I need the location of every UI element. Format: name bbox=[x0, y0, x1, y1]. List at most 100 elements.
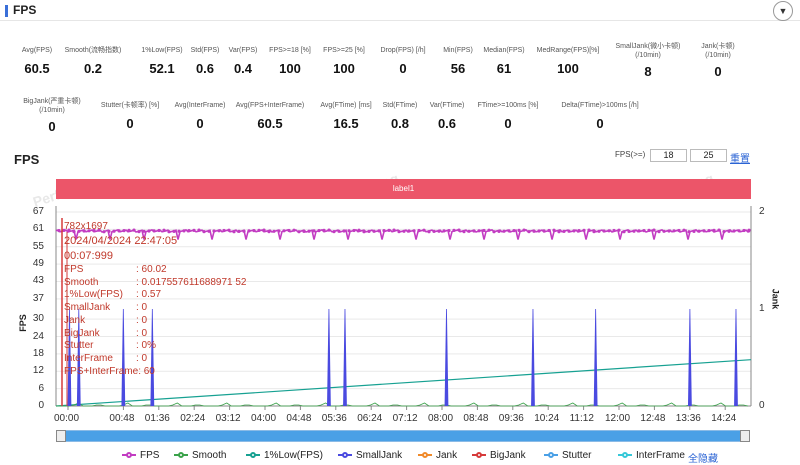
legend-label: Stutter bbox=[562, 450, 592, 461]
fps-point bbox=[547, 228, 551, 233]
tooltip-key: BigJank bbox=[64, 327, 100, 339]
chart-title: FPS bbox=[14, 152, 40, 167]
fps-point bbox=[237, 229, 241, 233]
metric-label: Stutter(卡顿率) [%] bbox=[100, 102, 160, 109]
threshold-label: FPS(>=) bbox=[615, 150, 646, 159]
fps-point bbox=[697, 229, 701, 233]
x-tick-label: 08:00 bbox=[428, 413, 454, 424]
scroll-handle-left[interactable] bbox=[56, 430, 66, 442]
smalljank-spike bbox=[343, 308, 347, 407]
legend-marker-icon bbox=[472, 451, 486, 459]
metric-value: 56 bbox=[450, 61, 466, 76]
metric-value: 0 bbox=[596, 116, 604, 131]
legend-item-smalljank[interactable]: SmallJank bbox=[338, 450, 402, 461]
metric-r2-6: Var(FTime) 0.6 bbox=[407, 101, 487, 132]
fps-point bbox=[727, 229, 731, 233]
fps-point bbox=[132, 228, 136, 232]
fps-point bbox=[707, 229, 711, 233]
fps-point bbox=[452, 228, 456, 232]
fps-point bbox=[457, 228, 461, 232]
metric-value: 0 bbox=[196, 116, 204, 131]
fps-point bbox=[447, 229, 451, 233]
fps-point bbox=[582, 228, 586, 232]
y-tick-label: 37 bbox=[32, 292, 44, 304]
metric-label: MedRange(FPS)[%] bbox=[536, 47, 600, 54]
legend-item-bigjank[interactable]: BigJank bbox=[472, 450, 526, 461]
series-smooth-line bbox=[56, 402, 749, 407]
metric-value: 0 bbox=[399, 61, 407, 76]
y2-axis-title: Jank bbox=[770, 288, 781, 310]
fps-point bbox=[712, 228, 716, 232]
reset-button[interactable]: 重置 bbox=[730, 154, 750, 165]
tooltip-value: : 0.017557611688971 52 bbox=[136, 276, 247, 288]
legend-marker-icon bbox=[618, 451, 632, 459]
fps-point bbox=[622, 230, 626, 234]
fps-point bbox=[717, 228, 721, 232]
smalljank-spike bbox=[327, 308, 331, 407]
legend-item-1-low-fps-[interactable]: 1%Low(FPS) bbox=[246, 450, 323, 461]
legend-label: InterFrame bbox=[636, 450, 685, 461]
metric-label: Var(FPS) bbox=[228, 47, 258, 54]
metric-value: 60.5 bbox=[257, 116, 283, 131]
threshold-input-1[interactable]: 18 bbox=[650, 149, 687, 162]
fps-point bbox=[292, 228, 296, 232]
fps-point bbox=[332, 230, 336, 234]
x-tick-label: 03:12 bbox=[215, 413, 241, 424]
fps-point bbox=[267, 230, 271, 234]
hide-all-button[interactable]: 全隐藏 bbox=[688, 454, 718, 465]
fps-point bbox=[442, 229, 446, 233]
legend-marker-icon bbox=[122, 451, 136, 459]
legend-item-smooth[interactable]: Smooth bbox=[174, 450, 226, 461]
fps-point bbox=[142, 229, 146, 233]
metric-label-unit: (/10min) bbox=[635, 52, 661, 59]
threshold-input-2[interactable]: 25 bbox=[690, 149, 727, 162]
metric-label: SmallJank(微小卡顿) bbox=[615, 43, 681, 50]
fps-point bbox=[277, 229, 281, 233]
time-scrollbar[interactable] bbox=[56, 430, 750, 442]
fps-point bbox=[422, 228, 426, 232]
metric-label: Jank(卡顿) bbox=[701, 43, 735, 50]
fps-point bbox=[57, 229, 61, 233]
fps-point bbox=[492, 230, 496, 234]
fps-point bbox=[377, 229, 381, 233]
fps-point bbox=[557, 230, 561, 234]
metric-value: 8 bbox=[644, 64, 652, 79]
fps-point bbox=[462, 230, 466, 234]
fps-point bbox=[202, 230, 206, 234]
smalljank-spike bbox=[734, 308, 738, 407]
x-tick-label: 04:00 bbox=[251, 413, 277, 424]
tooltip-value: : 60.02 bbox=[136, 264, 167, 275]
metric-label: Median(FPS) bbox=[483, 47, 525, 54]
metric-value: 100 bbox=[557, 61, 579, 76]
tooltip-key: InterFrame bbox=[64, 352, 113, 364]
y-tick-label: 18 bbox=[32, 347, 44, 359]
fps-point bbox=[637, 229, 641, 233]
metric-value: 0.6 bbox=[195, 61, 215, 76]
legend-item-interframe[interactable]: InterFrame bbox=[618, 450, 685, 461]
legend-item-jank[interactable]: Jank bbox=[418, 450, 457, 461]
scroll-handle-right[interactable] bbox=[740, 430, 750, 442]
metric-label-unit: (/10min) bbox=[705, 52, 731, 59]
tooltip-key: Jank bbox=[64, 314, 86, 326]
metric-label: Min(FPS) bbox=[443, 47, 473, 54]
fps-point bbox=[467, 229, 471, 233]
fps-point bbox=[667, 229, 671, 233]
x-tick-label: 00:48 bbox=[109, 413, 135, 424]
label-band[interactable]: label1 bbox=[56, 179, 751, 199]
metric-label: Avg(InterFrame) bbox=[174, 102, 226, 109]
metric-label: Delta(FTime)>100ms [/h] bbox=[561, 102, 639, 109]
metric-r2-7: FTime>=100ms [%] 0 bbox=[468, 101, 548, 132]
x-tick-label: 11:12 bbox=[569, 413, 594, 424]
fps-point bbox=[172, 229, 176, 233]
y-tick-label: 30 bbox=[32, 313, 44, 325]
metric-value: 100 bbox=[333, 61, 355, 76]
metric-value: 0.2 bbox=[83, 61, 103, 76]
collapse-chevron-icon[interactable]: ▼ bbox=[773, 1, 793, 21]
legend-item-fps[interactable]: FPS bbox=[122, 450, 159, 461]
fps-point bbox=[217, 229, 221, 233]
fps-point bbox=[742, 228, 746, 233]
fps-point bbox=[542, 229, 546, 233]
fps-point bbox=[307, 229, 311, 233]
metric-value: 0 bbox=[504, 116, 512, 131]
legend-item-stutter[interactable]: Stutter bbox=[544, 450, 591, 461]
